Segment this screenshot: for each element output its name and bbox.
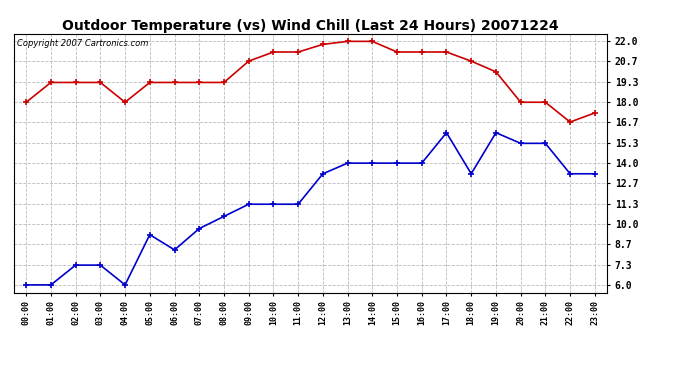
Title: Outdoor Temperature (vs) Wind Chill (Last 24 Hours) 20071224: Outdoor Temperature (vs) Wind Chill (Las…: [62, 19, 559, 33]
Text: Copyright 2007 Cartronics.com: Copyright 2007 Cartronics.com: [17, 39, 148, 48]
